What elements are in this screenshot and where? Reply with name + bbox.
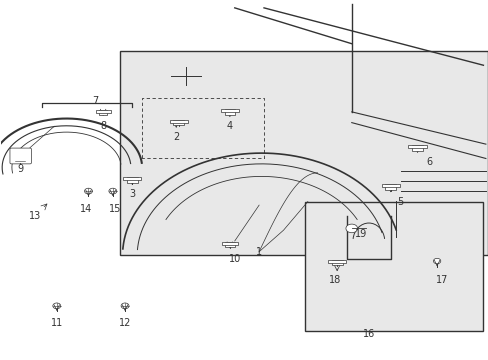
- Text: 11: 11: [51, 319, 63, 328]
- Circle shape: [109, 188, 117, 194]
- Circle shape: [121, 303, 129, 309]
- Text: 4: 4: [226, 121, 232, 131]
- Bar: [220, 109, 239, 112]
- Text: 14: 14: [80, 204, 92, 214]
- Bar: [407, 145, 426, 148]
- Text: 18: 18: [328, 275, 340, 285]
- Bar: [327, 260, 346, 262]
- Text: 2: 2: [173, 132, 179, 142]
- FancyBboxPatch shape: [120, 51, 488, 255]
- Text: 5: 5: [397, 197, 403, 207]
- FancyBboxPatch shape: [10, 148, 31, 164]
- Bar: [127, 177, 138, 183]
- Circle shape: [432, 258, 440, 264]
- Text: 10: 10: [228, 254, 241, 264]
- Circle shape: [53, 303, 61, 309]
- Text: 7: 7: [92, 96, 99, 106]
- Text: 9: 9: [17, 164, 23, 174]
- Text: 8: 8: [100, 121, 106, 131]
- Text: 16: 16: [362, 329, 374, 339]
- Circle shape: [345, 224, 357, 233]
- Bar: [123, 177, 141, 180]
- Circle shape: [84, 188, 92, 194]
- Text: 15: 15: [109, 204, 121, 214]
- Bar: [331, 260, 342, 265]
- Bar: [99, 110, 107, 115]
- Bar: [169, 120, 187, 123]
- Text: 13: 13: [29, 211, 41, 221]
- FancyBboxPatch shape: [305, 202, 483, 330]
- Bar: [221, 242, 238, 245]
- Bar: [96, 110, 110, 113]
- Bar: [411, 145, 422, 150]
- Text: 19: 19: [355, 229, 367, 239]
- Text: 3: 3: [129, 189, 135, 199]
- Text: 6: 6: [426, 157, 432, 167]
- Bar: [224, 109, 235, 115]
- Text: 1: 1: [256, 247, 262, 257]
- Bar: [224, 242, 234, 247]
- Bar: [381, 184, 399, 187]
- Bar: [173, 120, 183, 125]
- Text: 12: 12: [119, 319, 131, 328]
- Text: 17: 17: [435, 275, 447, 285]
- Bar: [385, 184, 395, 190]
